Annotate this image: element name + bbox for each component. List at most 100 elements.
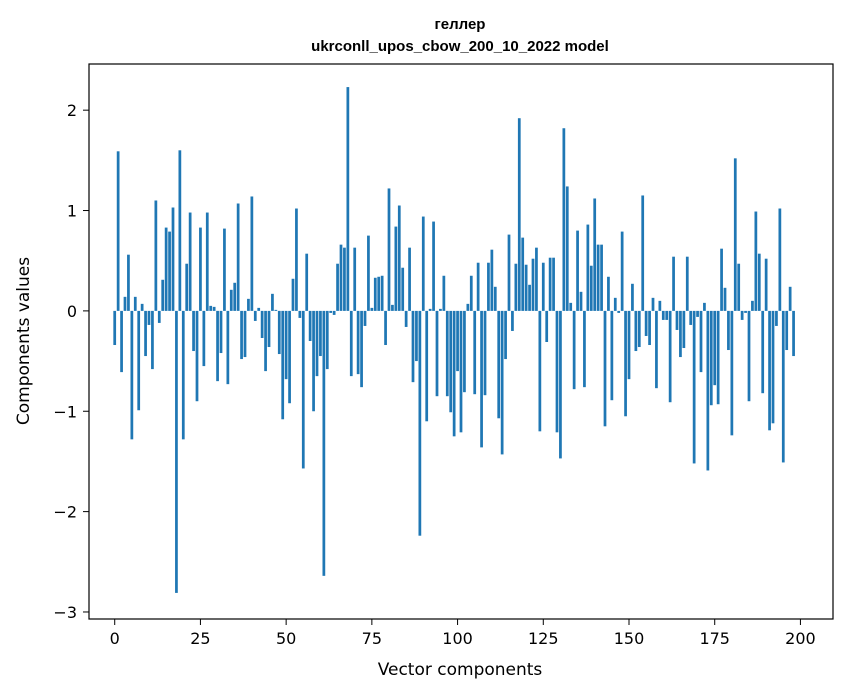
bar-196 (785, 310, 789, 351)
bar-96 (442, 275, 446, 311)
bar-176 (716, 310, 720, 405)
bar-72 (360, 310, 363, 388)
bar-52 (291, 278, 295, 311)
bar-33 (226, 310, 230, 385)
bar-32 (223, 228, 226, 311)
bar-75 (370, 307, 374, 311)
bar-120 (524, 264, 528, 311)
y-tick-label: 1 (67, 202, 77, 221)
bar-119 (521, 237, 525, 311)
bar-186 (751, 300, 754, 311)
bar-76 (373, 277, 377, 311)
bar-197 (788, 286, 792, 311)
bar-70 (353, 247, 357, 311)
bar-27 (205, 212, 209, 311)
x-tick-label: 0 (110, 629, 120, 648)
bar-122 (531, 258, 535, 311)
bar-179 (727, 310, 730, 351)
bar-14 (161, 279, 165, 311)
bar-18 (175, 310, 178, 593)
bar-191 (768, 310, 771, 431)
bar-159 (658, 300, 662, 311)
bar-155 (644, 310, 648, 336)
bar-154 (641, 195, 645, 311)
bar-50 (284, 310, 288, 380)
x-tick-label: 50 (276, 629, 296, 648)
bar-51 (288, 310, 291, 404)
bar-2 (120, 310, 123, 373)
bar-8 (140, 303, 144, 311)
bar-29 (212, 306, 216, 311)
bar-54 (298, 310, 302, 318)
bar-86 (408, 247, 411, 311)
bar-158 (655, 310, 658, 389)
bar-128 (552, 257, 555, 311)
bar-156 (648, 310, 651, 346)
bar-31 (219, 310, 223, 354)
bar-17 (171, 207, 175, 311)
bar-185 (747, 310, 751, 402)
bar-169 (692, 310, 696, 464)
bar-189 (761, 310, 765, 394)
bar-73 (363, 310, 367, 326)
bar-10 (147, 310, 151, 325)
bar-40 (250, 196, 254, 311)
bar-26 (202, 310, 206, 367)
bar-85 (404, 310, 408, 327)
bar-150 (627, 310, 631, 380)
bar-170 (696, 310, 699, 317)
bar-87 (411, 310, 415, 383)
bar-144 (607, 276, 610, 311)
bar-38 (243, 310, 247, 358)
bar-44 (264, 310, 267, 372)
bar-113 (500, 310, 504, 455)
bar-97 (445, 310, 449, 397)
bar-35 (233, 282, 237, 311)
bar-16 (168, 231, 171, 311)
bar-174 (709, 310, 713, 406)
bar-137 (583, 310, 586, 388)
y-axis: −3 −2 −1 0 1 2 (53, 101, 89, 622)
bar-157 (651, 297, 655, 311)
bar-90 (421, 216, 425, 311)
bar-64 (332, 310, 336, 315)
bar-145 (610, 310, 614, 401)
bar-99 (452, 310, 456, 437)
bar-164 (675, 310, 679, 330)
bar-79 (384, 310, 387, 346)
bar-39 (247, 298, 250, 311)
y-tick-label: −3 (53, 603, 77, 622)
bar-129 (555, 310, 559, 433)
bar-19 (178, 150, 182, 311)
bar-175 (713, 310, 717, 386)
x-tick-label: 125 (528, 629, 559, 648)
bar-143 (603, 310, 607, 427)
y-tick-label: 2 (67, 101, 77, 120)
bar-168 (689, 310, 693, 325)
bar-166 (682, 310, 686, 349)
bar-110 (490, 249, 494, 311)
bar-58 (312, 310, 315, 412)
bar-112 (497, 310, 501, 419)
bar-94 (435, 310, 439, 397)
bar-117 (514, 263, 518, 311)
bar-147 (617, 310, 621, 313)
bar-56 (305, 253, 309, 311)
bar-190 (764, 258, 768, 311)
bar-24 (195, 310, 199, 402)
bar-171 (699, 310, 703, 373)
bar-84 (401, 267, 405, 311)
x-tick-label: 175 (699, 629, 730, 648)
x-axis-label: Vector components (378, 660, 543, 680)
bar-106 (476, 262, 480, 311)
bar-34 (229, 289, 233, 311)
bar-42 (257, 307, 261, 311)
bar-136 (579, 291, 583, 311)
bar-28 (209, 305, 213, 311)
bar-5 (130, 310, 134, 440)
bar-61 (322, 310, 326, 576)
bar-134 (572, 310, 576, 390)
bar-101 (459, 310, 463, 433)
x-tick-label: 75 (362, 629, 382, 648)
bar-167 (685, 256, 689, 311)
